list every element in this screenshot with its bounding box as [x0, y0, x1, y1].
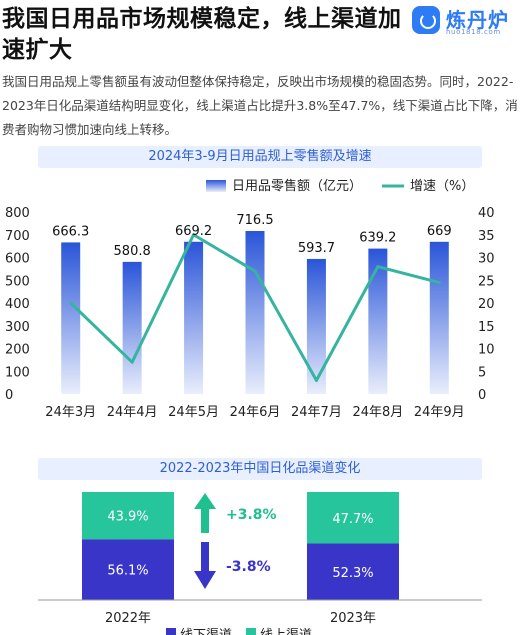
- offline-share-bar: [82, 539, 174, 600]
- chart2-legend: 线下渠道 线上渠道: [166, 628, 312, 635]
- online-share-label: 43.9%: [107, 510, 148, 525]
- x-category-tick: 24年5月: [168, 405, 219, 420]
- y-left-tick: 100: [5, 365, 30, 380]
- y-right-tick: 20: [478, 297, 495, 312]
- chart1-axes: 0 100 200 300 400 500 600 700 800 0 5 10 15 20 25 30 35 4…: [5, 206, 495, 420]
- y-right-tick: 35: [478, 229, 495, 244]
- legend-bar-label: 日用品零售额（亿元）: [232, 178, 362, 194]
- sales-bar-label: 669.2: [175, 224, 212, 239]
- legend-offline-label: 线下渠道: [180, 628, 232, 635]
- retail-sales-chart: 日用品零售额（亿元） 增速（%） 010020030040050060070080…: [5, 178, 495, 420]
- y-right-tick: 15: [478, 320, 495, 335]
- intro-paragraph: 我国日用品规上零售额虽有波动但整体保持稳定，反映出市场规模的稳固态势。同时，20…: [2, 74, 518, 137]
- sales-bar: [368, 248, 388, 394]
- y-right-tick: 5: [478, 365, 486, 380]
- chart1-growth-line: [69, 233, 441, 382]
- up-arrow-icon: [194, 493, 216, 533]
- growth-point: [437, 281, 441, 285]
- brand-logo: 炼丹炉 huo1818.com: [410, 6, 524, 38]
- chart1-title: 2024年3-9月日用品规上零售额及增速: [38, 146, 482, 168]
- offline-change-label: -3.8%: [226, 559, 271, 575]
- chart2-change-arrows: +3.8% -3.8%: [194, 493, 277, 589]
- y-right-tick: 30: [478, 252, 495, 267]
- x-category-tick: 24年8月: [352, 405, 403, 420]
- growth-point: [253, 269, 257, 273]
- legend-line-label: 增速（%）: [410, 179, 474, 194]
- sales-bar-label: 669: [427, 224, 452, 239]
- sales-bar-label: 666.3: [52, 224, 89, 239]
- offline-share-bar: [307, 543, 399, 600]
- sales-bar: [61, 242, 81, 394]
- sales-bar: [122, 261, 142, 394]
- sales-bar-label: 716.5: [236, 213, 273, 228]
- chart2-axis: 2022年 2023年: [38, 599, 482, 626]
- y-right-tick: 10: [478, 343, 495, 358]
- y-left-tick: 700: [5, 229, 30, 244]
- x-category-tick: 24年3月: [45, 405, 96, 420]
- chart2-bars: 43.9% 56.1% 47.7% 52.3%: [82, 492, 399, 600]
- logo-mark-icon: [412, 6, 440, 34]
- chart1-legend: 日用品零售额（亿元） 增速（%）: [206, 178, 474, 194]
- year-category-tick: 2023年: [330, 611, 376, 626]
- online-change-label: +3.8%: [226, 507, 277, 523]
- sales-bar-label: 639.2: [359, 231, 396, 246]
- offline-share-label: 56.1%: [107, 564, 148, 579]
- sales-bar: [245, 230, 265, 394]
- sales-bar: [184, 241, 204, 394]
- down-arrow-icon: [194, 542, 216, 589]
- y-left-tick: 500: [5, 274, 30, 289]
- chart1-data-labels: 666.3 580.8 669.2 716.5 593.7 639.2 669: [52, 213, 452, 259]
- legend-offline-swatch: [166, 628, 176, 635]
- x-category-tick: 24年4月: [107, 405, 158, 420]
- x-category-tick: 24年9月: [414, 405, 465, 420]
- y-right-tick: 0: [478, 388, 486, 403]
- y-left-tick: 800: [5, 206, 30, 221]
- y-left-tick: 200: [5, 343, 30, 358]
- year-category-tick: 2022年: [105, 611, 151, 626]
- y-left-tick: 400: [5, 297, 30, 312]
- online-share-label: 47.7%: [332, 512, 373, 527]
- chart2-title: 2022-2023年中国日化品渠道变化: [38, 458, 482, 480]
- y-left-tick: 600: [5, 252, 30, 267]
- legend-bar-swatch: [206, 180, 226, 192]
- sales-bar-label: 593.7: [298, 241, 335, 256]
- logo-url: huo1818.com: [446, 28, 501, 36]
- sales-bar-label: 580.8: [114, 244, 151, 259]
- y-left-tick: 0: [5, 388, 13, 403]
- x-category-tick: 24年7月: [291, 405, 342, 420]
- y-right-tick: 25: [478, 274, 495, 289]
- legend-online-swatch: [246, 628, 256, 635]
- growth-point: [192, 233, 196, 237]
- growth-point: [69, 301, 73, 305]
- y-left-tick: 300: [5, 320, 30, 335]
- y-right-tick: 40: [478, 206, 495, 221]
- headline: 我国日用品市场规模稳定，线上渠道加速扩大: [2, 6, 402, 63]
- offline-share-label: 52.3%: [332, 566, 373, 581]
- sales-bar: [429, 241, 449, 394]
- growth-point: [376, 265, 380, 269]
- logo-name: 炼丹炉: [446, 8, 509, 32]
- sales-bar: [306, 258, 326, 394]
- x-category-tick: 24年6月: [230, 405, 281, 420]
- channel-share-chart: 43.9%56.1%47.7%52.3% +3.8%-3.8% 2022年 202…: [38, 492, 482, 635]
- online-share-bar: [307, 492, 399, 544]
- legend-online-label: 线上渠道: [260, 628, 312, 635]
- growth-point: [130, 360, 134, 364]
- online-share-bar: [82, 492, 174, 540]
- growth-point: [314, 378, 318, 382]
